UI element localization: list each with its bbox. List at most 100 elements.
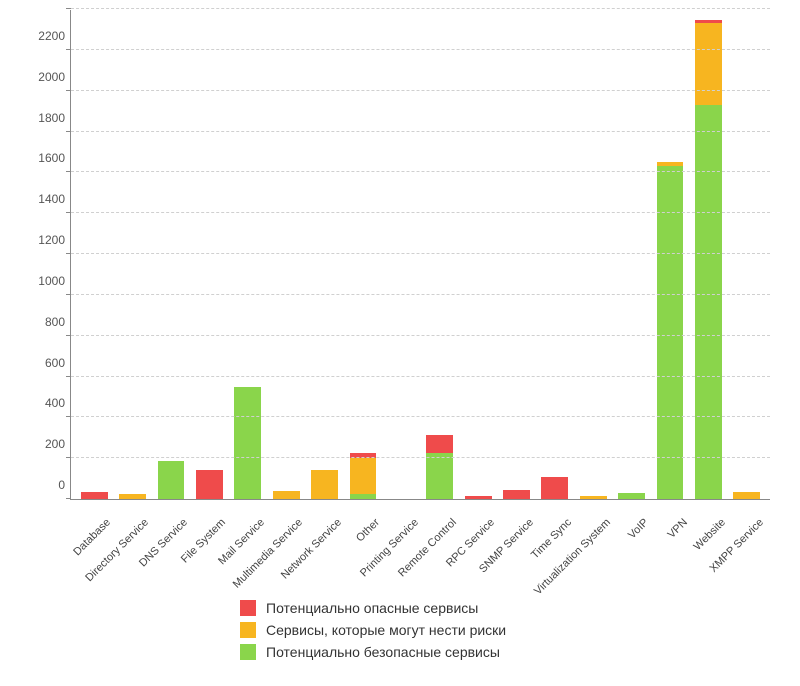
y-tick-mark — [66, 131, 71, 132]
bar-slot — [536, 10, 574, 499]
gridline — [71, 8, 770, 9]
bar-slot — [229, 10, 267, 499]
bar-stack — [503, 490, 530, 499]
gridline — [71, 376, 770, 377]
bar-segment-risk — [350, 458, 377, 494]
bar-segment-safe — [350, 494, 377, 499]
y-tick-label: 600 — [23, 356, 65, 370]
bar-slot — [421, 10, 459, 499]
y-tick-label: 1000 — [23, 274, 65, 288]
bar-segment-risk — [580, 496, 607, 499]
bar-stack — [465, 496, 492, 499]
y-tick-mark — [66, 171, 71, 172]
gridline — [71, 171, 770, 172]
bar-stack — [81, 492, 108, 499]
plot-area: 0200400600800100012001400160018002000220… — [70, 10, 770, 500]
bar-segment-safe — [234, 387, 261, 499]
bar-segment-safe — [158, 461, 185, 499]
legend-swatch — [240, 622, 256, 638]
gridline — [71, 253, 770, 254]
legend-item-danger: Потенциально опасные сервисы — [240, 600, 478, 616]
bar-slot — [382, 10, 420, 499]
services-risk-chart: 0200400600800100012001400160018002000220… — [0, 0, 800, 600]
bar-slot — [267, 10, 305, 499]
bar-slot — [113, 10, 151, 499]
gridline — [71, 335, 770, 336]
bar-slot — [305, 10, 343, 499]
bar-stack — [234, 387, 261, 499]
y-tick-mark — [66, 90, 71, 91]
bars-container — [71, 10, 770, 499]
bar-segment-risk — [311, 470, 338, 499]
bar-slot — [651, 10, 689, 499]
legend-label: Потенциально опасные сервисы — [266, 600, 478, 616]
y-tick-label: 800 — [23, 315, 65, 329]
bar-slot — [689, 10, 727, 499]
gridline — [71, 90, 770, 91]
bar-slot — [75, 10, 113, 499]
bar-segment-risk — [733, 492, 760, 499]
bar-segment-safe — [695, 105, 722, 499]
y-tick-label: 1200 — [23, 233, 65, 247]
bar-stack — [273, 491, 300, 499]
y-tick-label: 1400 — [23, 192, 65, 206]
bar-slot — [728, 10, 766, 499]
bar-stack — [618, 493, 645, 499]
y-tick-label: 1600 — [23, 151, 65, 165]
bar-slot — [497, 10, 535, 499]
bar-stack — [158, 461, 185, 499]
y-tick-label: 0 — [23, 478, 65, 492]
bar-stack — [733, 492, 760, 499]
bar-segment-risk — [695, 23, 722, 105]
y-tick-label: 2000 — [23, 70, 65, 84]
bar-slot — [459, 10, 497, 499]
y-tick-mark — [66, 49, 71, 50]
y-tick-label: 2400 — [23, 0, 65, 2]
gridline — [71, 457, 770, 458]
x-axis-labels: DatabaseDirectory ServiceDNS ServiceFile… — [70, 500, 770, 600]
legend-item-safe: Потенциально безопасные сервисы — [240, 644, 500, 660]
bar-slot — [344, 10, 382, 499]
bar-segment-risk — [273, 491, 300, 499]
bar-stack — [426, 435, 453, 499]
bar-slot — [574, 10, 612, 499]
y-tick-mark — [66, 253, 71, 254]
bar-segment-safe — [657, 166, 684, 499]
bar-segment-danger — [541, 477, 568, 499]
y-tick-mark — [66, 498, 71, 499]
bar-segment-risk — [119, 494, 146, 499]
y-tick-label: 2200 — [23, 29, 65, 43]
y-tick-label: 1800 — [23, 111, 65, 125]
y-tick-mark — [66, 457, 71, 458]
bar-stack — [541, 477, 568, 499]
bar-slot — [190, 10, 228, 499]
legend-swatch — [240, 644, 256, 660]
y-tick-mark — [66, 294, 71, 295]
legend-label: Сервисы, которые могут нести риски — [266, 622, 506, 638]
bar-segment-safe — [618, 493, 645, 499]
y-tick-mark — [66, 416, 71, 417]
gridline — [71, 212, 770, 213]
y-tick-label: 400 — [23, 396, 65, 410]
bar-stack — [196, 470, 223, 499]
y-tick-mark — [66, 335, 71, 336]
bar-segment-danger — [196, 470, 223, 499]
bar-segment-safe — [426, 453, 453, 499]
legend-label: Потенциально безопасные сервисы — [266, 644, 500, 660]
bar-segment-danger — [465, 496, 492, 499]
legend: Потенциально опасные сервисы Сервисы, кот… — [0, 600, 800, 680]
bar-segment-danger — [426, 435, 453, 453]
bar-segment-danger — [503, 490, 530, 499]
legend-swatch — [240, 600, 256, 616]
legend-item-risk: Сервисы, которые могут нести риски — [240, 622, 506, 638]
bar-stack — [695, 20, 722, 499]
bar-segment-danger — [81, 492, 108, 499]
bar-slot — [612, 10, 650, 499]
gridline — [71, 294, 770, 295]
bar-stack — [119, 494, 146, 499]
gridline — [71, 49, 770, 50]
y-tick-mark — [66, 8, 71, 9]
y-tick-mark — [66, 376, 71, 377]
bar-slot — [152, 10, 190, 499]
bar-stack — [580, 496, 607, 499]
